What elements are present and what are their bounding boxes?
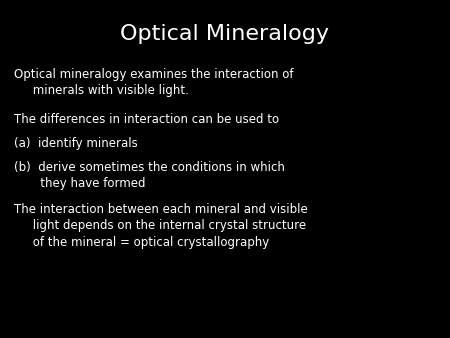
Text: Optical Mineralogy: Optical Mineralogy [121,24,329,44]
Text: (a)  identify minerals: (a) identify minerals [14,137,137,150]
Text: The interaction between each mineral and visible
     light depends on the inter: The interaction between each mineral and… [14,203,307,249]
Text: (b)  derive sometimes the conditions in which
       they have formed: (b) derive sometimes the conditions in w… [14,161,284,190]
Text: The differences in interaction can be used to: The differences in interaction can be us… [14,113,279,126]
Text: Optical mineralogy examines the interaction of
     minerals with visible light.: Optical mineralogy examines the interact… [14,68,293,97]
